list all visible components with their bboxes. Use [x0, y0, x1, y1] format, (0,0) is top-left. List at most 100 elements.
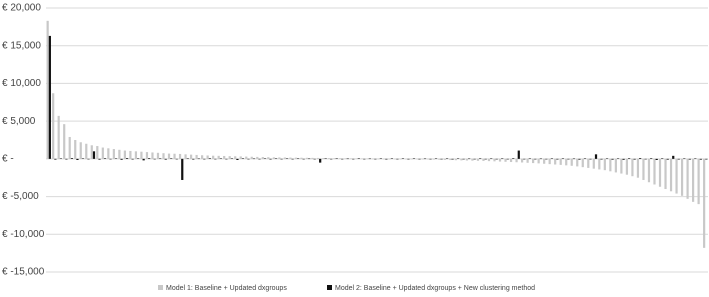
bar [396, 158, 399, 160]
bar [123, 150, 126, 159]
bar [118, 149, 121, 159]
bar [592, 158, 595, 169]
bar [628, 158, 631, 159]
bar [79, 142, 82, 159]
bar [694, 158, 697, 159]
bar [661, 158, 664, 159]
bar [256, 156, 259, 159]
bar [294, 157, 298, 159]
bar [90, 145, 93, 159]
bar [427, 158, 430, 160]
bar [195, 154, 198, 159]
bar [565, 158, 568, 166]
bar [289, 157, 292, 159]
bar [412, 158, 416, 159]
bar [87, 158, 90, 160]
bar [278, 157, 281, 159]
bar [107, 148, 110, 159]
bar [567, 158, 570, 160]
bar [636, 158, 640, 178]
bar [600, 158, 603, 160]
bar [170, 158, 173, 159]
bar [653, 158, 656, 185]
bar [587, 158, 590, 168]
bar [465, 158, 469, 161]
bar [498, 158, 502, 162]
bar [252, 158, 256, 160]
bar [57, 115, 60, 159]
bar [675, 158, 678, 194]
bar [74, 140, 77, 159]
bar [614, 158, 617, 173]
bar [578, 158, 581, 160]
bar [506, 158, 509, 160]
bar [683, 158, 686, 159]
bar [283, 157, 286, 159]
bar [429, 158, 432, 160]
bar [291, 158, 294, 160]
y-tick-label: € 10,000 [2, 78, 41, 89]
bar [230, 158, 234, 159]
bar [357, 158, 360, 159]
bar [526, 158, 529, 163]
bar [324, 158, 327, 159]
bar [300, 157, 303, 159]
bar [495, 158, 498, 160]
bar [537, 158, 540, 164]
bar [319, 158, 322, 163]
bar [96, 146, 99, 159]
bar [451, 158, 454, 160]
bar [572, 158, 576, 160]
bar [156, 152, 160, 159]
bar [462, 158, 465, 160]
bar [377, 158, 380, 160]
bar [76, 158, 79, 160]
bar [167, 153, 171, 159]
bar [178, 153, 182, 159]
bar [374, 158, 377, 160]
bar [297, 158, 300, 159]
bar [125, 158, 129, 159]
bar [372, 158, 375, 160]
y-tick-label: € 5,000 [2, 116, 36, 127]
bar [327, 158, 331, 159]
bar [241, 158, 245, 159]
bar [65, 158, 68, 160]
bar [550, 158, 553, 159]
bar [92, 151, 96, 159]
bar [366, 158, 369, 160]
bar [543, 158, 546, 164]
bar [344, 158, 347, 159]
bar [330, 158, 333, 160]
bar [236, 158, 239, 160]
bar [487, 158, 491, 162]
bar [407, 158, 410, 160]
bar [112, 149, 115, 159]
bar [140, 151, 143, 159]
bar [598, 158, 601, 170]
bar [438, 158, 441, 160]
bar [594, 154, 598, 159]
bar [561, 158, 565, 159]
bar [484, 158, 487, 160]
bar [129, 150, 132, 159]
bar [197, 158, 200, 160]
bar [639, 158, 642, 159]
bar [479, 158, 482, 159]
bar [548, 158, 551, 165]
bar [272, 157, 275, 159]
bar [390, 158, 393, 159]
bar [316, 157, 320, 159]
bar [206, 155, 209, 159]
bar [280, 158, 283, 160]
bar [669, 158, 673, 192]
bar [228, 156, 231, 159]
bar [692, 158, 695, 202]
bar [405, 158, 408, 160]
bar [699, 158, 702, 160]
bar [385, 158, 388, 160]
bar [512, 158, 515, 159]
bar [440, 158, 443, 160]
bar [401, 158, 405, 159]
bar [338, 158, 342, 159]
